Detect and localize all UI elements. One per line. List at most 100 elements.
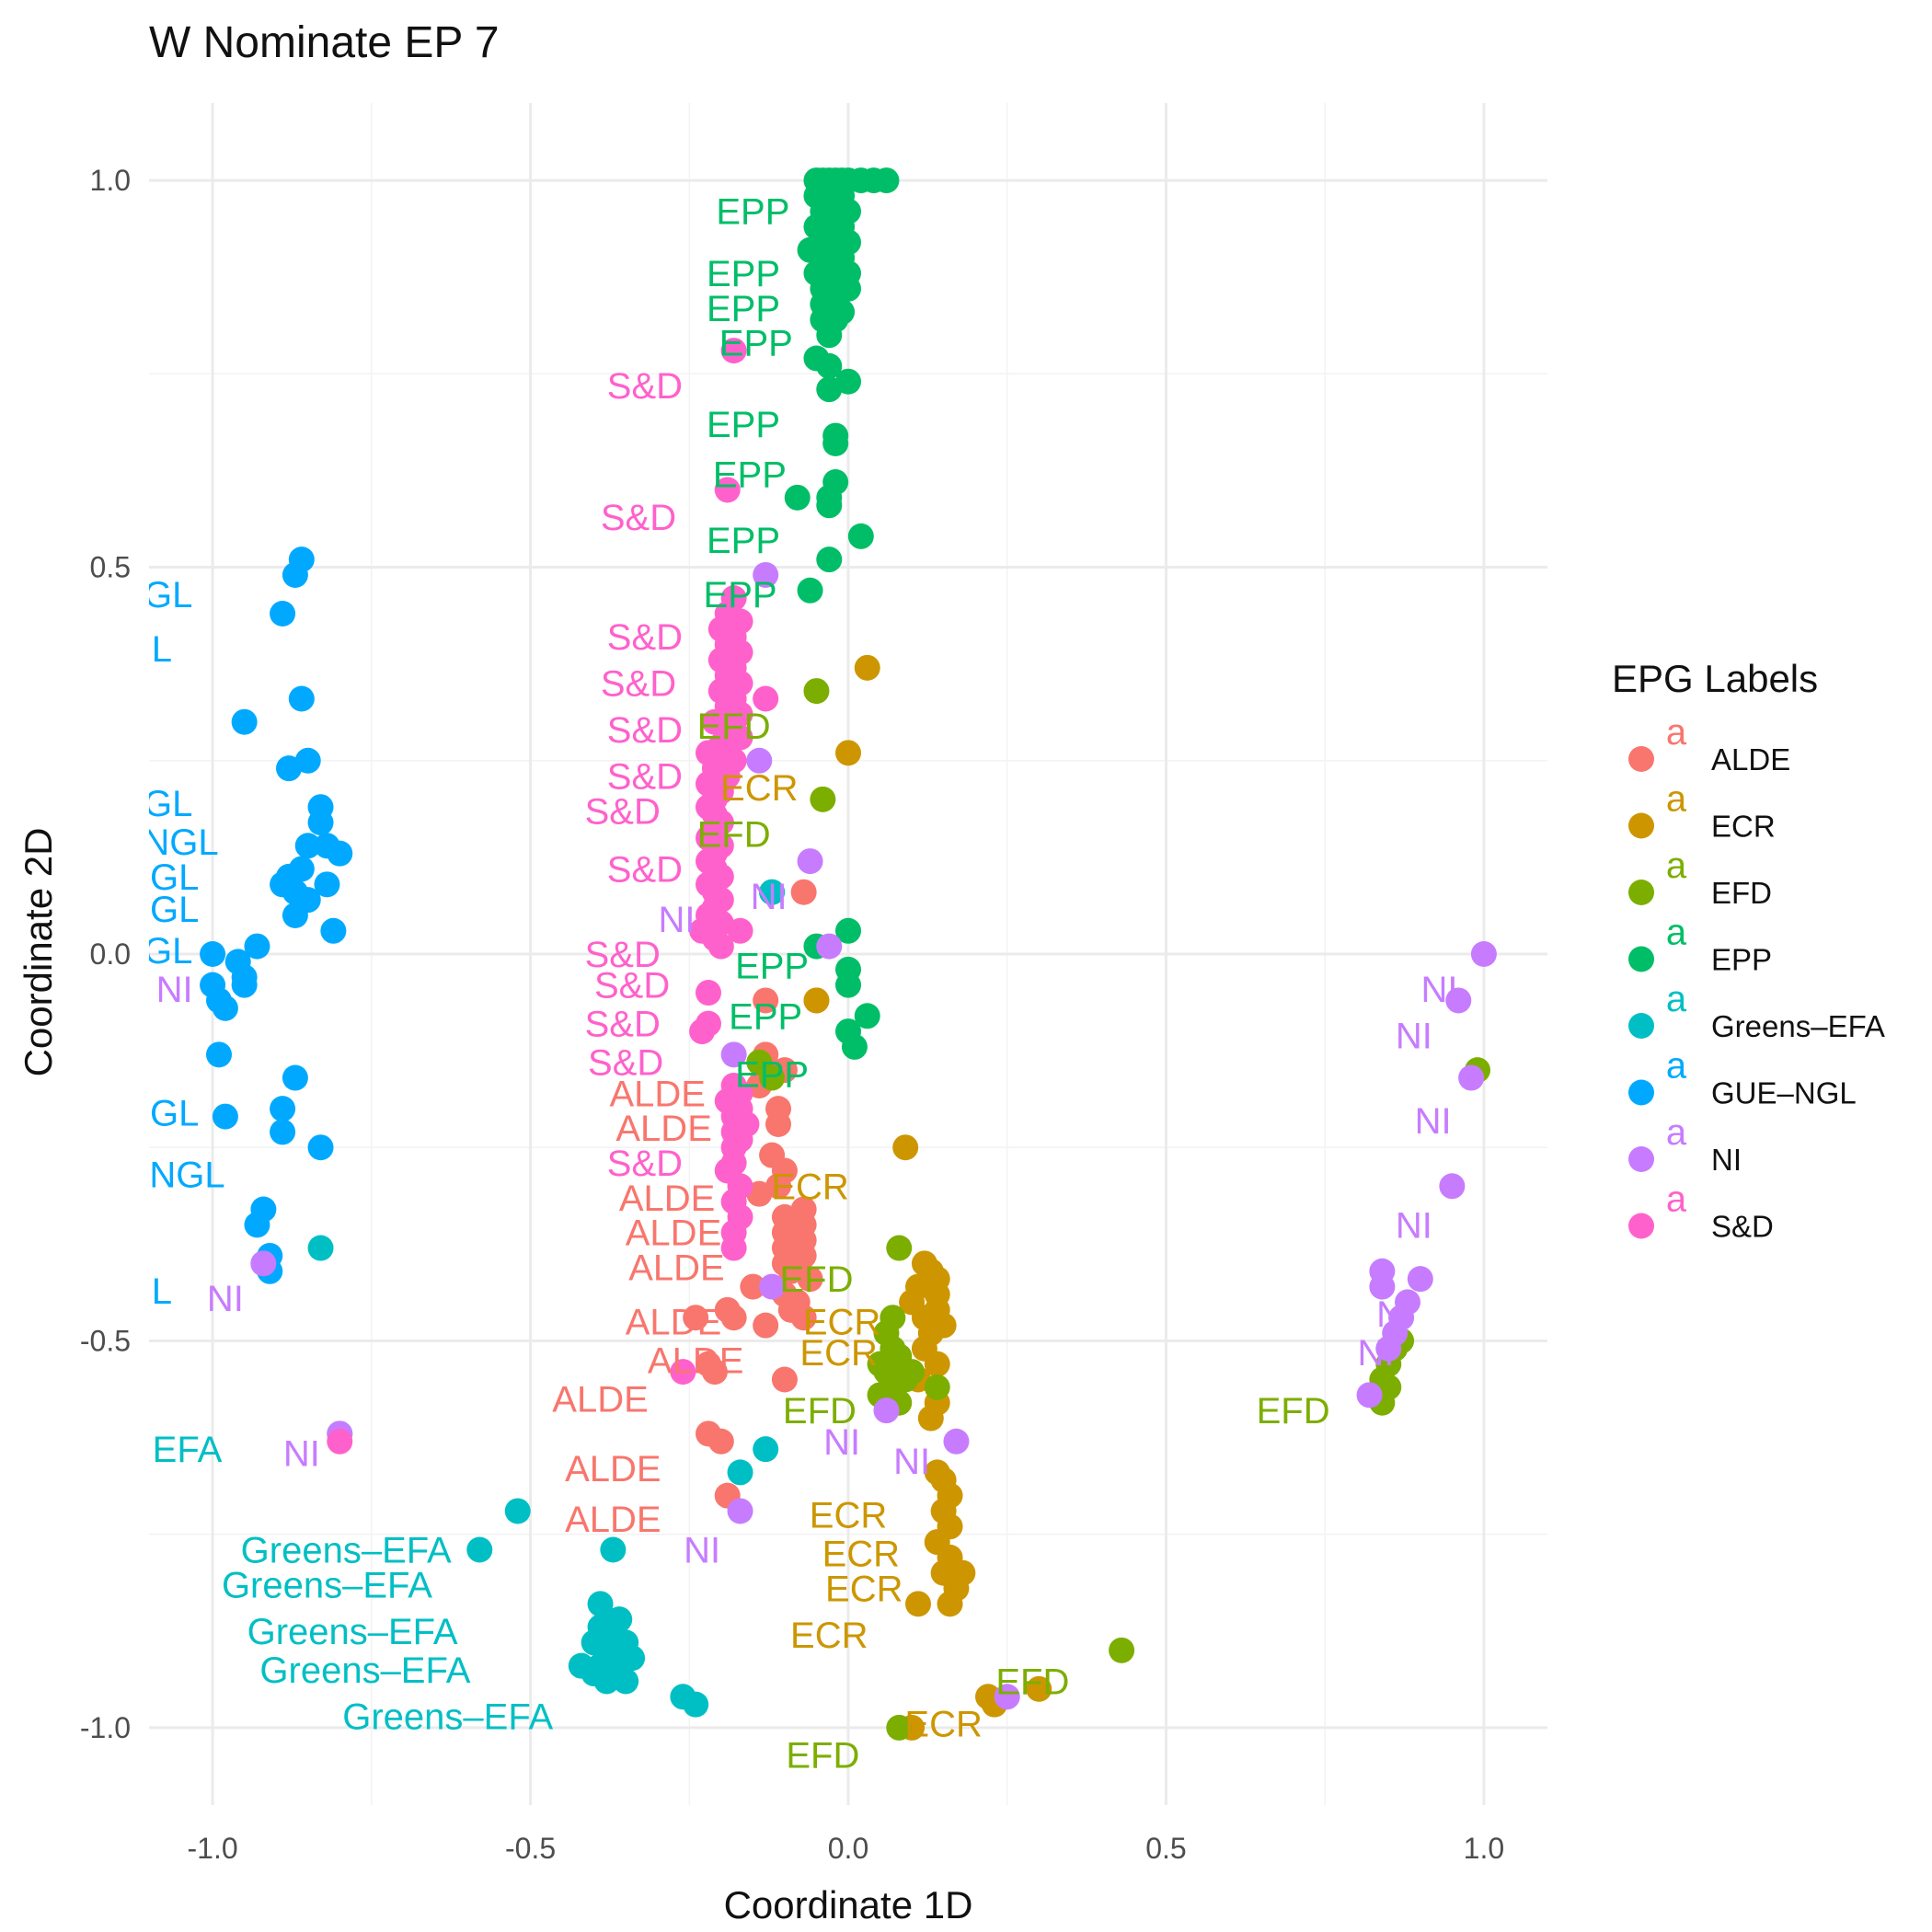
point-gue-ngl	[288, 685, 315, 712]
point-epp	[835, 917, 861, 944]
point-greens-efa	[727, 1459, 753, 1486]
point-label-epp: EPP	[707, 521, 780, 561]
point-alde	[707, 1428, 734, 1455]
point-label-efd: EFD	[697, 815, 771, 856]
point-gue-ngl	[270, 1096, 296, 1122]
point-ecr	[905, 1591, 931, 1617]
legend-key-glyph: a	[1666, 779, 1687, 820]
point-label-ni: NI	[823, 1422, 860, 1463]
legend-key-glyph: a	[1666, 1179, 1687, 1220]
point-label-sandd: S&D	[607, 710, 683, 751]
point-efd	[886, 1235, 913, 1261]
point-ni	[759, 1273, 786, 1300]
point-label-gue-ngl: L	[152, 629, 172, 670]
x-tick-label: -1.0	[188, 1832, 238, 1865]
point-alde	[771, 1366, 798, 1393]
point-label-epp: EPP	[716, 192, 789, 233]
point-greens-efa	[759, 879, 786, 905]
point-efd	[886, 1714, 913, 1741]
point-efd	[759, 1064, 786, 1091]
point-label-epp: EPP	[735, 947, 809, 987]
point-ni	[746, 747, 773, 774]
point-epp	[847, 523, 874, 549]
point-gue-ngl	[307, 810, 334, 836]
point-label-ni: NI	[684, 1531, 720, 1571]
point-label-epp: EPP	[707, 254, 780, 294]
chart-title: W Nominate EP 7	[149, 18, 500, 67]
point-label-ecr: ECR	[810, 1496, 887, 1536]
point-gue-ngl	[212, 995, 238, 1021]
point-label-greens-efa: Greens–EFA	[222, 1565, 432, 1605]
point-label-sandd: S&D	[607, 850, 683, 891]
point-ecr	[803, 987, 830, 1014]
point-efd	[899, 1359, 926, 1386]
point-ni	[1375, 1335, 1402, 1362]
point-gue-ngl	[320, 917, 347, 944]
x-axis-title: Coordinate 1D	[724, 1883, 973, 1926]
point-greens-efa	[613, 1668, 639, 1695]
point-sandd	[714, 477, 741, 503]
point-ni	[1470, 941, 1497, 967]
point-label-greens-efa: Greens–EFA	[259, 1650, 470, 1691]
point-label-gue-ngl: GL	[144, 575, 192, 615]
point-alde	[797, 1266, 823, 1293]
point-ni	[816, 933, 843, 960]
point-ni	[873, 1397, 900, 1424]
legend-key-point	[1628, 1013, 1654, 1039]
point-ecr	[854, 654, 880, 681]
point-greens-efa	[753, 1436, 779, 1463]
y-tick-label: 0.5	[90, 551, 131, 584]
point-ecr	[924, 1351, 950, 1377]
point-alde	[720, 1305, 747, 1331]
legend-title: EPG Labels	[1612, 657, 1818, 700]
y-tick-label: 1.0	[90, 164, 131, 197]
y-tick-label: -0.5	[80, 1324, 131, 1357]
point-label-ni: NI	[1376, 1294, 1413, 1335]
point-gue-ngl	[270, 1119, 296, 1145]
legend-key-point	[1628, 1213, 1654, 1239]
point-label-gue-ngl: GL	[144, 784, 192, 824]
point-greens-efa	[504, 1498, 531, 1524]
y-tick-label: -1.0	[80, 1711, 131, 1744]
point-label-greens-efa: EFA	[153, 1430, 223, 1470]
point-alde	[790, 1305, 817, 1331]
point-efd	[810, 786, 836, 812]
point-ecr	[937, 1591, 963, 1617]
point-label-epp: EPP	[735, 1054, 809, 1095]
point-label-ecr: ECR	[790, 1616, 868, 1656]
point-greens-efa	[619, 1645, 646, 1672]
legend-key-point	[1628, 880, 1654, 905]
legend-key-point	[1628, 1146, 1654, 1172]
point-label-alde: ALDE	[565, 1449, 661, 1489]
point-label-ecr: ECR	[803, 1302, 880, 1342]
point-label-gue-ngl: NGL	[149, 1156, 224, 1196]
point-label-sandd: S&D	[607, 617, 683, 658]
point-label-ni: NI	[156, 970, 193, 1010]
legend-entry-ni: NI	[1711, 1143, 1742, 1177]
point-ni	[1445, 987, 1472, 1014]
point-sandd	[327, 1428, 353, 1455]
legend-entry-epp: EPP	[1711, 943, 1772, 977]
point-label-greens-efa: Greens–EFA	[342, 1696, 553, 1737]
point-label-epp: EPP	[707, 405, 780, 445]
point-greens-efa	[683, 1691, 709, 1718]
x-tick-label: 0.0	[828, 1832, 868, 1865]
point-sandd	[696, 980, 721, 1006]
legend-key-glyph: a	[1666, 913, 1687, 953]
point-label-alde: ALDE	[626, 1213, 722, 1254]
point-label-sandd: S&D	[607, 757, 683, 798]
point-efd	[1109, 1637, 1135, 1663]
point-efd	[924, 1374, 950, 1400]
point-label-efd: EFD	[786, 1735, 859, 1776]
point-gue-ngl	[244, 933, 270, 960]
point-epp	[816, 322, 843, 349]
data-points	[200, 167, 1497, 1741]
point-label-efd: EFD	[783, 1391, 857, 1432]
point-alde	[740, 1273, 766, 1300]
x-tick-label: 0.5	[1145, 1832, 1186, 1865]
legend-key-glyph: a	[1666, 1046, 1687, 1087]
legend-entry-sandd: S&D	[1711, 1210, 1774, 1244]
point-label-sandd: S&D	[585, 791, 661, 832]
point-label-sandd: S&D	[585, 1005, 661, 1045]
